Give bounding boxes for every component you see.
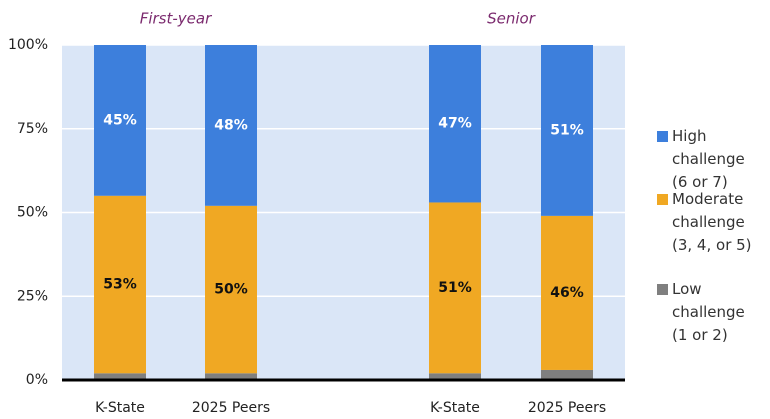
- bar-segment: [205, 373, 257, 380]
- legend-label: High challenge (6 or 7): [672, 127, 745, 191]
- bar-segment: [94, 45, 146, 196]
- x-tick-label: K-State: [430, 400, 480, 416]
- bar-segment: [205, 205, 257, 374]
- legend-label: Low challenge (1 or 2): [672, 280, 745, 344]
- legend-swatch: [657, 131, 668, 142]
- y-tick-label: 0%: [26, 372, 48, 388]
- data-label: 48%: [214, 117, 248, 133]
- data-label: 51%: [438, 280, 472, 296]
- y-tick-label: 50%: [17, 205, 48, 221]
- y-tick-label: 100%: [8, 37, 48, 53]
- legend-label: Moderate challenge (3, 4, or 5): [672, 190, 752, 254]
- data-label: 53%: [103, 277, 137, 293]
- bar-segment: [541, 45, 593, 216]
- x-tick-label: 2025 Peers: [192, 400, 270, 416]
- bar-segment: [541, 215, 593, 370]
- bar-segment: [94, 195, 146, 374]
- data-label: 51%: [550, 122, 584, 138]
- x-tick-label: K-State: [95, 400, 145, 416]
- group-label: Senior: [487, 10, 536, 28]
- bar-segment: [429, 45, 481, 203]
- bar-segment: [94, 373, 146, 380]
- legend-swatch: [657, 284, 668, 295]
- legend-swatch: [657, 194, 668, 205]
- bar-segment: [205, 45, 257, 206]
- data-label: 50%: [214, 282, 248, 298]
- y-tick-label: 75%: [17, 121, 48, 137]
- group-label: First-year: [140, 10, 212, 28]
- bar-segment: [429, 202, 481, 374]
- x-tick-label: 2025 Peers: [528, 400, 606, 416]
- data-label: 45%: [103, 112, 137, 128]
- y-tick-label: 25%: [17, 288, 48, 304]
- data-label: 47%: [438, 116, 472, 132]
- bar-segment: [541, 369, 593, 380]
- bar-segment: [429, 373, 481, 380]
- data-label: 46%: [550, 285, 584, 301]
